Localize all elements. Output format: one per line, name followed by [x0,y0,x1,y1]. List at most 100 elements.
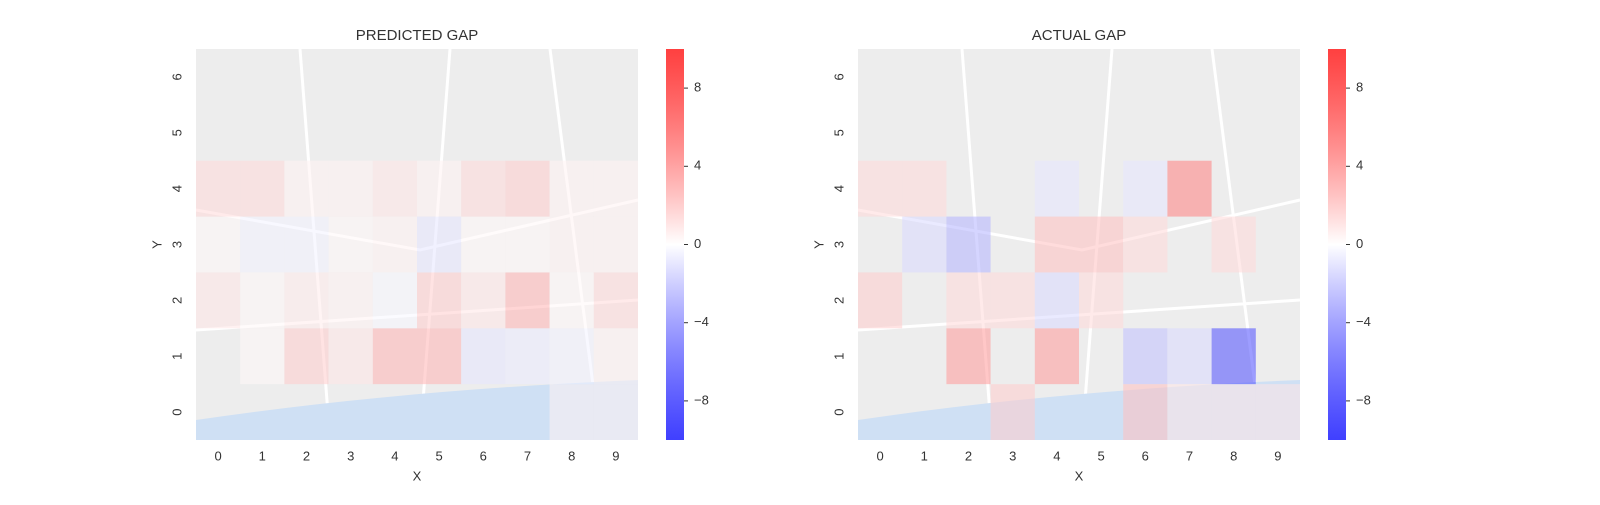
y-tick-label: 4 [831,185,846,192]
colorbar-tick-label: 0 [694,236,701,251]
heat-cell [858,272,903,329]
x-tick-label: 6 [480,448,487,463]
heat-cell [1123,328,1168,385]
heat-cell [549,160,594,217]
x-tick-label: 5 [435,448,442,463]
heat-cell [858,160,903,217]
heat-cell [196,272,241,329]
heat-cell [1079,272,1124,329]
y-tick-label: 5 [831,129,846,136]
y-tick-label: 4 [169,185,184,192]
heat-cell [1034,272,1079,329]
x-axis-label: X [1075,468,1084,483]
chart-title: ACTUAL GAP [1032,27,1126,44]
heat-cell [946,272,991,329]
x-tick-label: 4 [391,448,398,463]
y-tick-label: 2 [169,297,184,304]
heat-cell [417,160,462,217]
heat-cell [1079,216,1124,273]
x-tick-label: 4 [1053,448,1060,463]
x-tick-label: 7 [524,448,531,463]
heat-cell [1255,384,1300,440]
heat-cell [372,160,417,217]
heat-cell [990,384,1035,440]
x-tick-label: 3 [347,448,354,463]
x-tick-label: 7 [1186,448,1193,463]
heat-cell [328,272,373,329]
x-tick-label: 9 [1274,448,1281,463]
colorbar-tick-label: −4 [1356,314,1371,329]
x-tick-label: 9 [612,448,619,463]
heat-cell [417,216,462,273]
y-axis-label: Y [149,240,164,249]
colorbar [666,49,684,440]
heat-cell [549,216,594,273]
heat-cell [1167,328,1212,385]
heat-cell [240,160,285,217]
heat-cell [417,328,462,385]
heat-cell [417,272,462,329]
heat-cell [593,328,638,385]
heat-cell [1167,384,1212,440]
colorbar-tick-label: −4 [694,314,709,329]
heat-cell [328,216,373,273]
heat-cell [372,216,417,273]
colorbar [1328,49,1346,440]
heat-cell [461,216,506,273]
y-tick-label: 0 [169,408,184,415]
heat-cell [284,272,329,329]
heat-cell [505,328,550,385]
x-tick-label: 1 [259,448,266,463]
heat-cell [1123,384,1168,440]
heat-cell [593,272,638,329]
heat-cell [240,272,285,329]
heat-cell [1123,160,1168,217]
y-tick-label: 3 [169,241,184,248]
heat-cell [593,384,638,440]
heat-cell [1034,328,1079,385]
y-tick-label: 6 [831,73,846,80]
heat-cell [461,328,506,385]
heat-cell [549,272,594,329]
x-tick-label: 2 [303,448,310,463]
y-tick-label: 1 [831,353,846,360]
heat-cell [593,160,638,217]
x-axis-label: X [413,468,422,483]
heat-cell [284,216,329,273]
heat-cell [505,216,550,273]
heat-cell [240,328,285,385]
y-tick-label: 1 [169,353,184,360]
heat-cell [1034,216,1079,273]
heat-cell [1167,160,1212,217]
heat-cell [196,160,241,217]
x-tick-label: 2 [965,448,972,463]
heat-cell [240,216,285,273]
heat-cell [1034,160,1079,217]
heat-cell [328,328,373,385]
heat-cell [549,384,594,440]
heat-cell [946,328,991,385]
heat-cell [372,272,417,329]
chart-title: PREDICTED GAP [356,27,479,44]
heat-cell [1211,384,1256,440]
y-tick-label: 6 [169,73,184,80]
heat-cell [461,160,506,217]
heat-cell [1123,216,1168,273]
heat-cell [284,328,329,385]
heat-cell [1211,328,1256,385]
heat-cell [372,328,417,385]
heat-cell [902,160,947,217]
y-tick-label: 0 [831,408,846,415]
colorbar-tick-label: 4 [694,158,701,173]
heat-cell [990,272,1035,329]
x-tick-label: 8 [568,448,575,463]
heat-cell [1211,216,1256,273]
heat-cell [505,272,550,329]
heat-cell [946,216,991,273]
colorbar-tick-label: −8 [694,392,709,407]
heat-cell [284,160,329,217]
x-tick-label: 1 [921,448,928,463]
heat-cell [196,216,241,273]
x-tick-label: 0 [876,448,883,463]
